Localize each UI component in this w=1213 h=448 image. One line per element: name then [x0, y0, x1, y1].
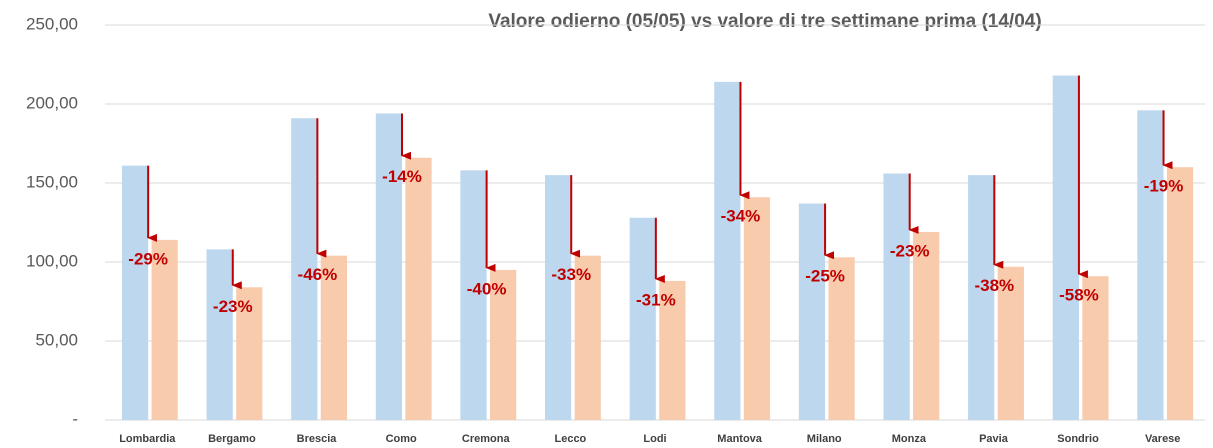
- bar: [206, 249, 233, 420]
- bar: [490, 269, 517, 420]
- x-tick-label: Lombardia: [119, 433, 176, 445]
- x-tick-label: Como: [386, 433, 417, 445]
- change-label: -23%: [213, 297, 253, 316]
- change-label: -38%: [974, 276, 1014, 295]
- bar: [629, 217, 656, 420]
- bar: [545, 175, 572, 420]
- bar: [1166, 167, 1194, 420]
- change-label: -33%: [551, 265, 591, 284]
- y-tick-label: -: [72, 409, 78, 428]
- bar: [659, 280, 686, 420]
- bar: [714, 81, 741, 420]
- bar: [828, 257, 855, 420]
- y-tick-label: 50,00: [35, 330, 78, 349]
- x-tick-label: Varese: [1145, 433, 1180, 445]
- change-label: -40%: [467, 279, 507, 298]
- bar: [375, 113, 402, 420]
- x-tick-label: Bergamo: [208, 433, 256, 445]
- bar: [121, 165, 149, 420]
- x-tick-label: Sondrio: [1057, 433, 1099, 445]
- bar: [798, 203, 826, 420]
- x-tick-label: Milano: [807, 433, 842, 445]
- x-tick-label: Cremona: [462, 433, 511, 445]
- bar: [1137, 110, 1164, 420]
- y-tick-label: 200,00: [26, 93, 78, 112]
- chart-title: Valore odierno (05/05) vs valore di tre …: [488, 11, 1041, 32]
- change-label: -23%: [890, 241, 930, 260]
- change-label: -46%: [298, 265, 338, 284]
- x-tick-label: Brescia: [297, 433, 338, 445]
- bar: [913, 231, 940, 420]
- bar: [291, 118, 318, 420]
- bar: [1082, 276, 1109, 420]
- change-label: -34%: [721, 207, 761, 226]
- change-label: -29%: [128, 249, 168, 268]
- bar: [997, 266, 1024, 420]
- bar: [320, 255, 347, 420]
- y-tick-label: 250,00: [26, 14, 78, 33]
- bar: [1052, 75, 1079, 420]
- x-tick-label: Mantova: [717, 433, 763, 445]
- bar: [743, 197, 771, 420]
- bar: [460, 170, 487, 420]
- bar: [405, 157, 432, 420]
- bar: [883, 173, 910, 420]
- change-label: -58%: [1059, 286, 1099, 305]
- bar: [968, 175, 995, 420]
- change-label: -31%: [636, 290, 676, 309]
- y-tick-label: 150,00: [26, 172, 78, 191]
- bar: [574, 255, 601, 420]
- x-tick-label: Monza: [892, 433, 927, 445]
- change-label: -25%: [805, 267, 845, 286]
- y-tick-label: 100,00: [26, 251, 78, 270]
- bar: [151, 239, 178, 420]
- x-tick-label: Lecco: [554, 433, 586, 445]
- change-label: -14%: [382, 167, 422, 186]
- change-label: -19%: [1144, 177, 1184, 196]
- x-tick-label: Lodi: [643, 433, 666, 445]
- x-tick-label: Pavia: [979, 433, 1009, 445]
- bar: [236, 287, 263, 420]
